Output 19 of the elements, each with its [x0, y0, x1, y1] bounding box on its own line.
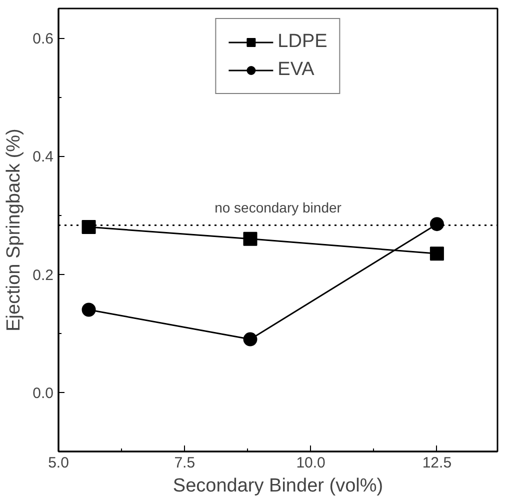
y-tick-label: 0.6: [32, 30, 54, 48]
x-tick-label: 7.5: [174, 454, 196, 472]
x-tick-label: 10.0: [296, 454, 326, 472]
legend-label: EVA: [278, 59, 314, 81]
x-tick-label: 12.5: [422, 454, 452, 472]
ref-line-label: no secondary binder: [214, 199, 342, 216]
legend-label: LDPE: [278, 31, 328, 53]
point: [430, 217, 444, 232]
point: [82, 302, 96, 317]
point: [430, 246, 444, 261]
point: [243, 232, 258, 246]
y-tick-label: 0.4: [32, 148, 54, 166]
point: [82, 220, 96, 234]
x-axis-title: Secondary Binder (vol%): [172, 476, 384, 496]
y-tick-label: 0.2: [32, 266, 54, 284]
y-axis-title: Ejection Springback (%): [4, 128, 25, 332]
x-tick-label: 5.0: [48, 454, 69, 472]
point: [243, 332, 258, 346]
y-tick-label: 0.0: [32, 384, 54, 402]
